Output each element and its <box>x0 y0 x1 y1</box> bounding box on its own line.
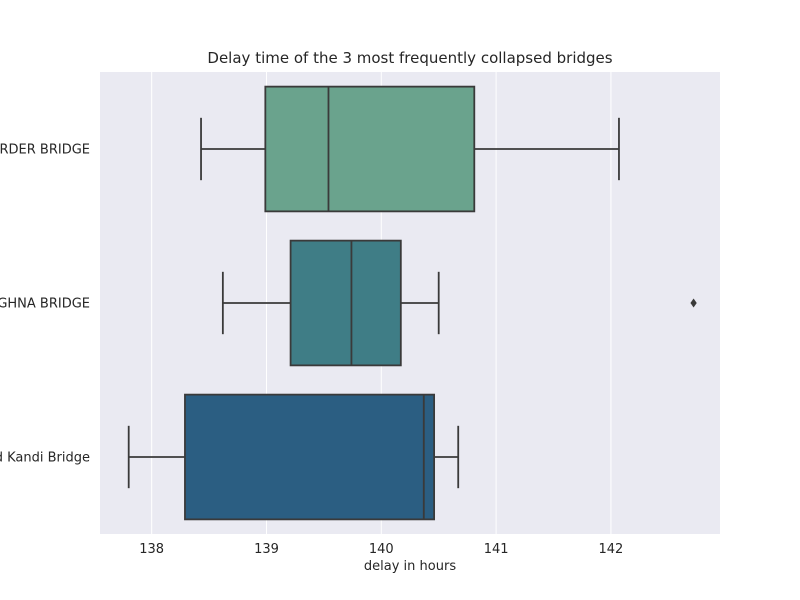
y-tick-label: RDER BRIDGE <box>0 143 90 158</box>
box-iqr <box>184 393 436 521</box>
y-tick-labels: RDER BRIDGE GHNA BRIDGE d Kandi Bridge <box>0 143 90 466</box>
outlier-marker <box>690 298 697 308</box>
box-iqr <box>289 239 402 367</box>
box-group <box>221 239 697 367</box>
x-tick-label: 142 <box>599 542 624 557</box>
x-tick-label: 138 <box>139 542 164 557</box>
x-axis-label: delay in hours <box>364 559 456 574</box>
y-tick-label: d Kandi Bridge <box>0 451 90 466</box>
box-group <box>200 85 620 213</box>
x-tick-label: 141 <box>484 542 509 557</box>
box-group <box>127 393 460 521</box>
x-tick-label: 140 <box>369 542 394 557</box>
boxes <box>127 85 697 521</box>
chart-title: Delay time of the 3 most frequently coll… <box>207 49 612 67</box>
x-tick-labels: 138 139 140 141 142 <box>139 542 623 557</box>
y-tick-label: GHNA BRIDGE <box>0 297 90 312</box>
box-iqr <box>264 85 476 213</box>
x-tick-label: 139 <box>254 542 279 557</box>
